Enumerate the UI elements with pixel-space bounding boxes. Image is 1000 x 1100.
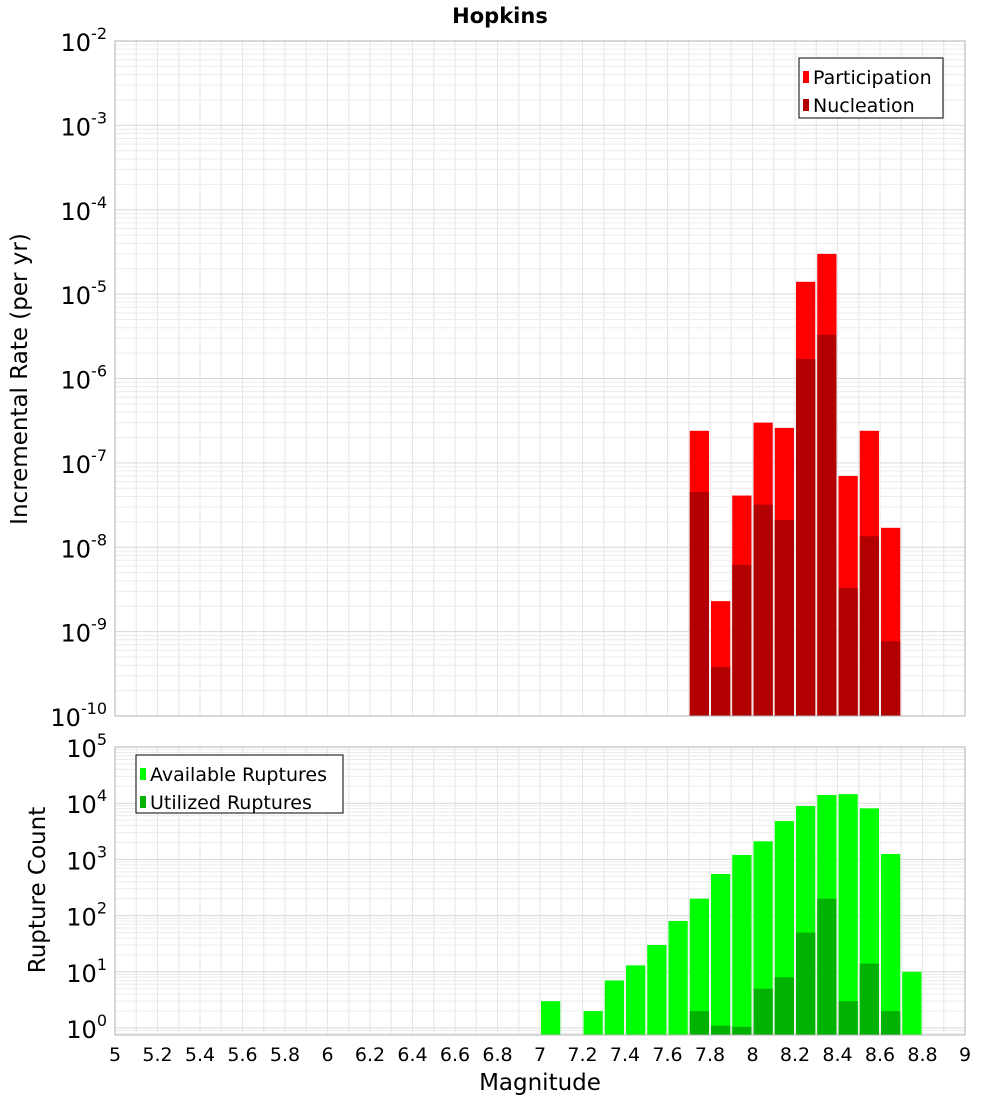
x-tick-label: 6.4: [397, 1044, 427, 1066]
count-y-tick-label: 103: [66, 842, 107, 875]
count-bar-secondary: [753, 988, 773, 1035]
rate-bar-secondary: [881, 641, 901, 716]
count-legend-label: Available Ruptures: [150, 764, 327, 786]
rate-bar-secondary: [753, 504, 773, 716]
count-bar-primary: [732, 854, 752, 1035]
rate-y-tick-label: 10-7: [61, 446, 108, 479]
x-tick-label: 7.8: [695, 1044, 725, 1066]
count-frame: [114, 746, 966, 1036]
x-tick-label: 7: [534, 1044, 546, 1066]
rate-legend-box: [798, 57, 944, 119]
count-bar-primary: [626, 965, 646, 1035]
count-bar-primary: [881, 853, 901, 1035]
count-bar-secondary: [817, 898, 837, 1035]
rate-y-tick-label: 10-5: [61, 277, 108, 310]
count-legend-label: Utilized Ruptures: [150, 792, 312, 814]
x-tick-label: 8.2: [780, 1044, 810, 1066]
rate-bar-secondary: [689, 492, 709, 716]
count-bar-secondary: [711, 1025, 731, 1035]
count-y-tick-label: 105: [66, 730, 107, 763]
count-bar-secondary: [838, 1001, 858, 1035]
x-tick-label: 8.6: [865, 1044, 895, 1066]
count-bar-secondary: [774, 977, 794, 1035]
count-bar-secondary: [881, 1011, 901, 1035]
rate-bar-secondary: [711, 667, 731, 716]
count-y-tick-label: 102: [66, 899, 107, 932]
rate-legend: Participation Nucleation: [798, 57, 944, 119]
rate-panel: 10-10 10-9 10-8 10-7 10-6 10-5 10-4 10-3 10-2 Par…: [50, 24, 966, 732]
x-tick-label: 6.2: [355, 1044, 385, 1066]
count-bar-primary: [647, 944, 667, 1035]
rate-y-tick-label: 10-6: [61, 362, 108, 395]
count-legend-box: [135, 754, 344, 814]
count-bar-primary: [753, 841, 773, 1035]
x-tick-label: 8.4: [822, 1044, 852, 1066]
x-tick-label: 6.8: [482, 1044, 512, 1066]
bottom-y-axis-title: Rupture Count: [25, 807, 51, 973]
count-y-tick-label: 104: [66, 786, 107, 819]
x-tick-label: 7.6: [652, 1044, 682, 1066]
rate-bar-secondary: [796, 359, 816, 716]
x-tick-label: 7.4: [610, 1044, 640, 1066]
rupture-count-panel: 100 101 102 103 104 105 Available Ruptures Util…: [66, 730, 971, 1066]
count-legend: Available Ruptures Utilized Ruptures: [135, 754, 344, 814]
x-tick-label: 9: [959, 1044, 971, 1066]
rate-legend-swatch: [803, 71, 809, 83]
rate-legend-label: Nucleation: [813, 95, 915, 117]
rate-bar-secondary: [732, 564, 752, 716]
x-tick-label: 6: [321, 1044, 333, 1066]
x-tick-label: 5.8: [270, 1044, 300, 1066]
x-tick-label: 5.4: [185, 1044, 215, 1066]
x-tick-label: 5.6: [227, 1044, 257, 1066]
rate-y-tick-label: 10-2: [61, 24, 108, 57]
rate-y-tick-label: 10-8: [61, 530, 108, 563]
rate-bar-secondary: [817, 334, 837, 716]
x-tick-label: 7.2: [567, 1044, 597, 1066]
rate-bar-secondary: [838, 587, 858, 716]
count-bar-primary: [689, 898, 709, 1035]
count-bar-primary: [902, 971, 922, 1035]
count-legend-swatch: [140, 768, 146, 780]
rate-bar-secondary: [774, 520, 794, 716]
x-tick-label: 5.2: [142, 1044, 172, 1066]
x-tick-label: 5: [109, 1044, 121, 1066]
rate-frame: [114, 40, 966, 717]
count-bar-primary: [668, 921, 688, 1035]
rate-y-tick-label: 10-4: [61, 193, 108, 226]
x-tick-label: 8: [746, 1044, 758, 1066]
x-axis-title: Magnitude: [479, 1070, 601, 1096]
count-bar-primary: [838, 794, 858, 1035]
count-bar-secondary: [689, 1011, 709, 1035]
count-bar-secondary: [796, 932, 816, 1035]
count-bar-primary: [541, 1001, 561, 1035]
count-bar-secondary: [859, 963, 879, 1035]
x-tick-label: 8.8: [907, 1044, 937, 1066]
count-bar-secondary: [732, 1026, 752, 1035]
count-bar-primary: [711, 873, 731, 1035]
rate-bar-secondary: [859, 536, 879, 716]
rate-bars: [689, 253, 901, 716]
rate-legend-label: Participation: [813, 67, 932, 89]
count-y-tick-label: 100: [66, 1011, 107, 1044]
rate-grid: [114, 40, 966, 717]
rate-y-tick-label: 10-10: [50, 699, 107, 732]
count-bar-primary: [604, 980, 624, 1035]
rate-y-tick-label: 10-3: [61, 108, 108, 141]
count-bars: [541, 794, 922, 1035]
x-tick-label: 6.6: [440, 1044, 470, 1066]
top-y-axis-title: Incremental Rate (per yr): [7, 233, 33, 525]
chart-title: Hopkins: [452, 4, 548, 28]
rate-y-tick-label: 10-9: [61, 615, 108, 648]
count-bar-primary: [583, 1011, 603, 1035]
rate-legend-swatch: [803, 99, 809, 111]
count-y-tick-label: 101: [66, 955, 107, 988]
count-legend-swatch: [140, 796, 146, 808]
